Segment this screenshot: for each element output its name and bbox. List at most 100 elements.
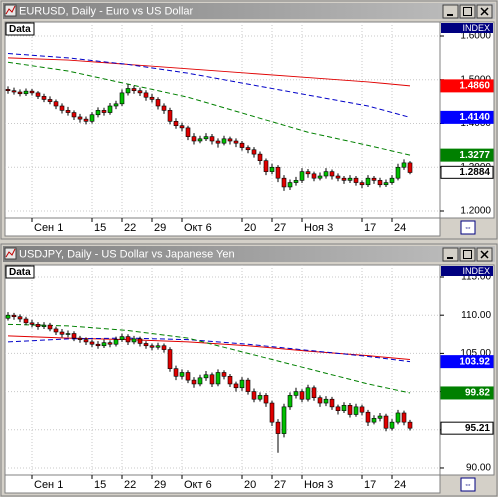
candle-body: [149, 96, 155, 100]
plot-area: [4, 21, 441, 219]
candle-body: [371, 418, 377, 423]
candle-body: [101, 342, 107, 347]
index-box: [441, 266, 493, 276]
candle-body: [65, 110, 71, 113]
candle-body: [125, 88, 131, 94]
price-tag-label: 103.92: [459, 356, 490, 367]
candle-body: [71, 333, 77, 339]
candle-body: [41, 96, 47, 100]
candle-body: [269, 166, 275, 172]
candle-body: [47, 99, 53, 102]
legend-box: [5, 22, 35, 36]
candle-body: [401, 162, 407, 168]
x-tick-label: Ноя 3: [304, 479, 333, 491]
candle-body: [95, 110, 101, 116]
y-tick-label: 105.00: [460, 348, 491, 359]
candle-body: [227, 138, 233, 142]
x-tick-label: 24: [394, 479, 406, 491]
title-bar: [3, 3, 495, 19]
x-tick-label: Ноя 3: [304, 222, 333, 234]
candle-body: [113, 103, 119, 107]
candle-body: [233, 140, 239, 144]
candle-body: [257, 153, 263, 161]
candle-body: [95, 343, 101, 347]
y-tick-label: 110.00: [461, 310, 491, 321]
candle-body: [17, 91, 23, 95]
candle-body: [305, 387, 311, 400]
window-button-min[interactable]: [442, 4, 459, 19]
window-button-max[interactable]: [459, 247, 476, 262]
candle-body: [125, 336, 131, 343]
candle-body: [11, 314, 17, 318]
candle-body: [5, 314, 11, 319]
price-tag-label: 1.2884: [459, 167, 490, 178]
candle-body: [227, 376, 233, 385]
candle-body: [119, 92, 125, 105]
candle-body: [179, 125, 185, 129]
candle-body: [23, 90, 29, 95]
window-icon-graph: [5, 5, 16, 15]
candle-body: [185, 127, 191, 137]
price-tag-label: 95.21: [465, 423, 490, 434]
candle-body: [143, 343, 149, 347]
window-button-max[interactable]: [459, 4, 476, 19]
candle-body: [179, 372, 185, 377]
scale-button-glyph: ⇔: [464, 223, 472, 232]
x-tick-label: 29: [154, 222, 166, 234]
scale-button[interactable]: [460, 220, 476, 235]
x-tick-label: 20: [244, 222, 256, 234]
index-box: [441, 23, 493, 33]
price-tag: [440, 110, 494, 124]
price-tag: [440, 355, 494, 369]
candle-body: [203, 136, 209, 140]
candle-body: [41, 324, 47, 327]
candle-body: [263, 160, 269, 172]
candle-body: [275, 421, 281, 434]
candle-body: [347, 405, 353, 415]
x-tick-label: 22: [124, 222, 136, 234]
price-tag: [440, 421, 494, 435]
candle-body: [203, 374, 209, 379]
candle-body: [365, 411, 371, 423]
candle-body: [335, 175, 341, 179]
candle-body: [131, 338, 137, 343]
x-tick-label: 24: [394, 222, 406, 234]
candle-body: [185, 372, 191, 381]
price-tag-label: 99.82: [465, 388, 490, 399]
candle-body: [341, 405, 347, 411]
candle-body: [107, 105, 113, 113]
candle-body: [245, 147, 251, 151]
candle-body: [383, 182, 389, 186]
candle-body: [317, 175, 323, 179]
candle-body: [311, 173, 317, 179]
candle-body: [89, 114, 95, 122]
x-tick-label: Окт 6: [184, 479, 212, 491]
moving-average: [7, 337, 411, 363]
candle-body: [329, 398, 335, 408]
candle-body: [395, 412, 401, 423]
candle-body: [113, 339, 119, 345]
candle-body: [191, 136, 197, 142]
candle-body: [77, 337, 83, 340]
candle-body: [233, 383, 239, 389]
title-bar: [3, 246, 495, 262]
candle-body: [359, 182, 365, 186]
candle-body: [335, 406, 341, 411]
candle-body: [101, 110, 107, 113]
candle-body: [167, 349, 173, 369]
price-tag-label: 1.3277: [459, 150, 490, 161]
candle-body: [239, 379, 245, 389]
candle-body: [353, 177, 359, 183]
x-tick-label: 20: [244, 479, 256, 491]
price-tag-label: 1.4860: [459, 81, 490, 92]
date-axis: [4, 217, 441, 237]
candle-body: [407, 421, 413, 429]
x-tick-label: 29: [154, 479, 166, 491]
window-icon-graph: [5, 248, 16, 258]
candle-body: [221, 138, 227, 144]
candle-body: [359, 406, 365, 413]
moving-average: [7, 57, 411, 87]
window-button-min[interactable]: [442, 247, 459, 262]
scale-button[interactable]: [460, 477, 476, 492]
